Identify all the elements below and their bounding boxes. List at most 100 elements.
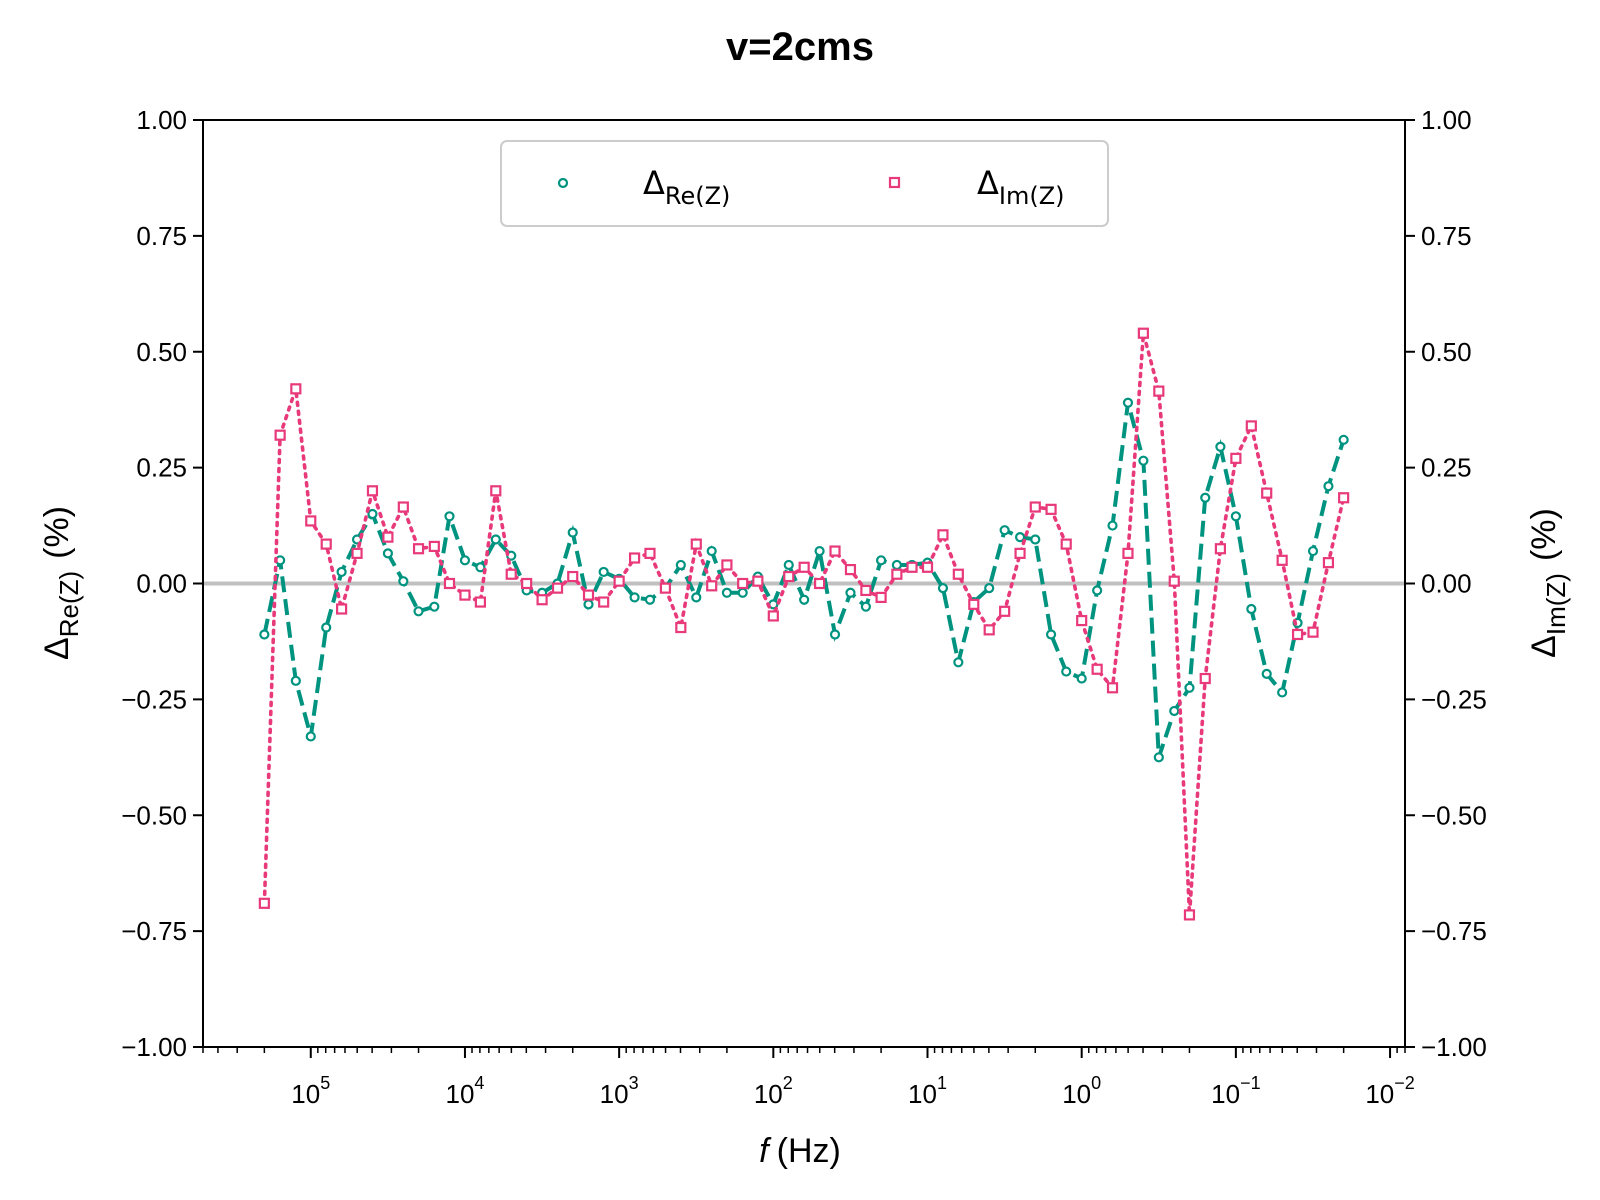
point-re bbox=[891, 559, 902, 571]
point-re bbox=[1045, 629, 1057, 640]
point-re bbox=[814, 545, 825, 557]
point-re bbox=[367, 508, 378, 520]
series-line-re bbox=[262, 402, 1346, 758]
point-im bbox=[1045, 503, 1057, 515]
point-re bbox=[1061, 666, 1072, 677]
y-axis-label-right: ΔIm(Z)(%) bbox=[1525, 508, 1571, 658]
point-im bbox=[1014, 547, 1026, 559]
point-im bbox=[952, 568, 964, 580]
chart-title: v=2cms bbox=[726, 25, 874, 69]
point-im bbox=[366, 485, 379, 497]
point-re bbox=[1246, 603, 1257, 615]
point-im bbox=[1199, 672, 1211, 685]
point-im bbox=[382, 531, 394, 543]
point-re bbox=[1307, 545, 1319, 557]
point-im bbox=[1338, 492, 1350, 504]
point-re bbox=[475, 562, 486, 573]
point-im bbox=[443, 577, 456, 590]
x-tick-label: 101 bbox=[908, 1073, 947, 1109]
point-im bbox=[798, 561, 810, 573]
y-tick-label-right: −1.00 bbox=[1421, 1032, 1487, 1062]
x-tick-label: 105 bbox=[291, 1073, 330, 1109]
point-im bbox=[1307, 626, 1319, 638]
point-re bbox=[1230, 511, 1241, 522]
point-im bbox=[906, 561, 918, 573]
point-re bbox=[1169, 705, 1180, 717]
point-im bbox=[567, 570, 579, 583]
point-re bbox=[459, 555, 471, 566]
point-im bbox=[397, 501, 409, 513]
y-tick-label-left: −0.25 bbox=[121, 684, 187, 714]
legend-im-marker bbox=[888, 176, 901, 189]
y-tick-label-right: 1.00 bbox=[1421, 105, 1472, 135]
point-im bbox=[336, 603, 348, 615]
point-re bbox=[1122, 397, 1134, 408]
point-im bbox=[258, 897, 270, 909]
point-re bbox=[706, 545, 717, 557]
point-im bbox=[613, 575, 625, 587]
point-im bbox=[1076, 614, 1088, 627]
point-im bbox=[1106, 682, 1119, 694]
point-re bbox=[398, 576, 409, 587]
legend-box bbox=[500, 140, 1109, 227]
point-re bbox=[629, 592, 640, 603]
point-re bbox=[875, 555, 887, 566]
point-re bbox=[1153, 752, 1164, 763]
point-re bbox=[1277, 687, 1288, 698]
point-im bbox=[582, 589, 595, 601]
point-im bbox=[290, 383, 302, 395]
point-im bbox=[1091, 663, 1103, 675]
point-im bbox=[1261, 487, 1273, 499]
y-tick-label-right: 0.00 bbox=[1421, 569, 1472, 599]
y-tick-label-left: 1.00 bbox=[136, 105, 187, 135]
y-tick-label-right: 0.75 bbox=[1421, 221, 1472, 251]
y-axis-label-left: ΔRe(Z)(%) bbox=[38, 506, 84, 660]
point-re bbox=[829, 629, 841, 640]
point-re bbox=[567, 527, 578, 538]
point-im bbox=[459, 589, 471, 601]
point-im bbox=[320, 538, 332, 550]
point-re bbox=[737, 587, 748, 598]
point-im bbox=[891, 568, 903, 580]
point-im bbox=[737, 577, 749, 590]
series-line-im bbox=[262, 332, 1346, 916]
point-re bbox=[305, 731, 316, 742]
point-im bbox=[1168, 575, 1180, 587]
point-im bbox=[783, 570, 795, 583]
point-im bbox=[1276, 554, 1288, 566]
point-im bbox=[844, 563, 857, 576]
point-re bbox=[1323, 481, 1334, 492]
x-axis-label: f (Hz) bbox=[759, 1132, 841, 1170]
legend-re-marker bbox=[557, 177, 569, 189]
y-tick-label-left: −1.00 bbox=[121, 1032, 187, 1062]
point-im bbox=[490, 485, 502, 497]
legend-im-label: ΔIm(Z) bbox=[977, 164, 1065, 210]
point-im bbox=[1245, 420, 1257, 432]
point-re bbox=[290, 675, 301, 686]
point-im bbox=[1029, 501, 1041, 513]
point-re bbox=[691, 592, 702, 603]
y-tick-label-right: 0.25 bbox=[1421, 453, 1472, 483]
point-re bbox=[1138, 455, 1149, 466]
point-im bbox=[351, 547, 363, 559]
point-re bbox=[860, 601, 871, 612]
point-im bbox=[1060, 538, 1072, 550]
point-im bbox=[706, 580, 718, 592]
y-tick-label-left: 0.50 bbox=[136, 337, 187, 367]
point-im bbox=[1291, 628, 1304, 641]
point-im bbox=[305, 515, 317, 527]
point-im bbox=[1137, 327, 1149, 339]
point-im bbox=[551, 582, 564, 594]
point-re bbox=[1030, 534, 1041, 545]
point-re bbox=[675, 559, 686, 571]
point-im bbox=[999, 605, 1011, 617]
point-re bbox=[1092, 585, 1103, 596]
point-re bbox=[583, 599, 594, 610]
point-im bbox=[968, 598, 980, 610]
x-tick-label: 104 bbox=[445, 1073, 484, 1109]
point-re bbox=[799, 594, 810, 605]
point-re bbox=[1261, 668, 1272, 679]
x-tick-label: 103 bbox=[600, 1073, 639, 1109]
point-im bbox=[274, 429, 286, 441]
